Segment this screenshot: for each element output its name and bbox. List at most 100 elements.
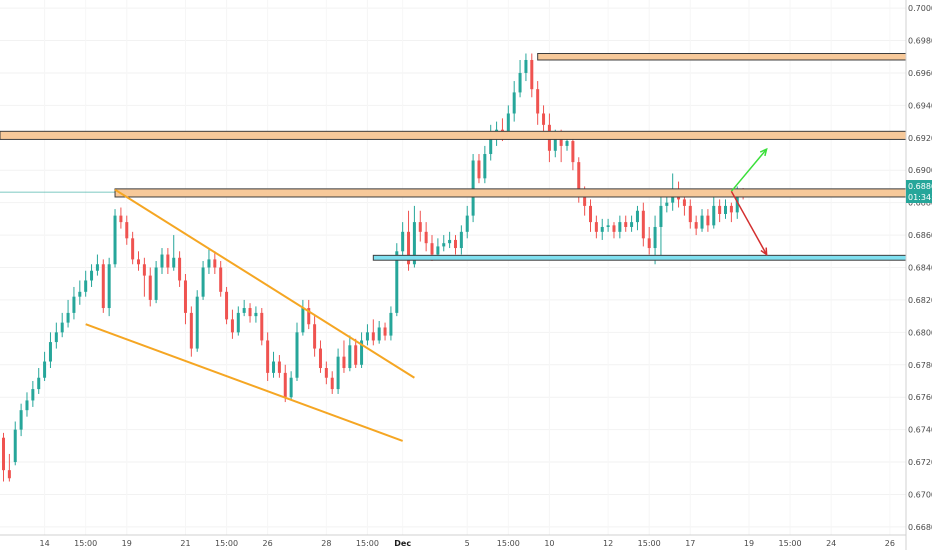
candle-body [536,89,540,114]
candle-body [260,312,264,341]
time-tick-label: 28 [321,539,331,548]
candle-body [589,205,592,223]
candle-body [448,239,452,244]
time-tick-label: 15:00 [779,539,802,548]
candle-body [283,372,287,398]
candle-body [189,312,193,349]
price-tick-label: 0.67600 [908,393,932,402]
candle-body [318,348,322,369]
arrow-up-head [759,147,768,157]
candle-body [377,327,381,341]
candle-body [307,308,311,325]
candle-body [289,377,293,398]
candle-body [559,137,563,146]
candle-body [418,222,422,232]
price-badge-box [906,180,932,203]
candle-body [424,231,428,244]
resistance-zone [114,188,907,198]
candles [2,53,745,482]
candle-body [31,389,35,401]
candle-body [659,205,663,227]
candle-body [43,361,47,378]
candle-body [506,113,510,135]
candle-body [295,332,299,378]
candle-body [25,400,29,411]
candle-body [277,361,281,373]
price-tick-label: 0.68600 [908,231,932,240]
price-tick-label: 0.69800 [908,37,932,46]
price-tick-label: 0.70000 [908,4,932,13]
price-tick-label: 0.68400 [908,264,932,273]
projection-arrows [730,147,768,257]
candle-body [383,327,387,336]
time-tick-label: 5 [465,539,470,548]
candle-body [606,225,610,227]
candle-body [160,254,164,268]
price-tick-label: 0.66800 [908,523,932,532]
candle-body [453,239,457,249]
price-tick-label: 0.67800 [908,361,932,370]
candle-body [236,312,240,333]
candle-body [119,215,123,223]
candle-body [60,322,64,333]
candle-body [630,222,634,227]
candle-body [412,222,416,265]
current-price-badge: 0.68865 01:34:12 [906,180,932,203]
time-tick-label: 15:00 [638,539,661,548]
candle-body [336,356,340,390]
candle-body [213,259,217,268]
candle-body [712,205,716,226]
candle-body [577,162,581,195]
trendlines [85,188,415,442]
candle-body [13,429,17,463]
time-tick-label: Dec [394,539,411,548]
candle-body [95,264,99,271]
candle-body [688,205,692,223]
candle-body [583,194,587,206]
candle-body [242,308,246,313]
time-tick-label: 26 [263,539,273,548]
candle-body [407,231,411,265]
candle-body [330,377,334,390]
time-tick-label: 17 [685,539,695,548]
candle-body [301,308,305,333]
candle-body [718,205,722,214]
candle-body [542,113,546,125]
price-tick-label: 0.69000 [908,166,932,175]
candle-body [401,231,405,252]
candle-body [389,312,393,336]
candle-body [618,222,622,232]
candle-body [84,280,88,292]
candle-body [272,361,276,373]
candle-body [78,291,82,297]
price-tick-label: 0.67400 [908,426,932,435]
candle-body [107,264,111,309]
candle-body [324,368,328,378]
time-tick-label: 21 [180,539,190,548]
candle-body [459,231,463,249]
time-tick-label: 15:00 [74,539,97,548]
price-tick-label: 0.67200 [908,458,932,467]
candle-body [101,264,105,309]
candle-body [201,267,205,297]
time-tick-label: 19 [122,539,132,548]
support-zone [372,254,907,261]
arrow-down-line [730,190,768,255]
resistance-zone [537,53,907,61]
price-tick-label: 0.68200 [908,296,932,305]
candle-body [66,312,70,323]
candle-body [54,332,58,343]
grid [0,7,906,528]
price-axis-labels: 0.70000 0.69800 0.69600 0.69400 0.69200 0.690… [908,4,932,532]
candle-body [313,324,317,349]
candle-body [131,238,135,260]
candle-body [90,270,94,281]
candle-body [465,215,469,232]
time-tick-label: 24 [826,539,836,548]
time-axis-labels: 14 15:00 19 21 15:00 26 28 15:00 Dec 5 15:00 10 12 15… [39,539,894,548]
candle-body [624,222,628,227]
price-tick-label: 0.67000 [908,490,932,499]
candle-body [360,340,364,365]
candle-body [248,308,252,317]
